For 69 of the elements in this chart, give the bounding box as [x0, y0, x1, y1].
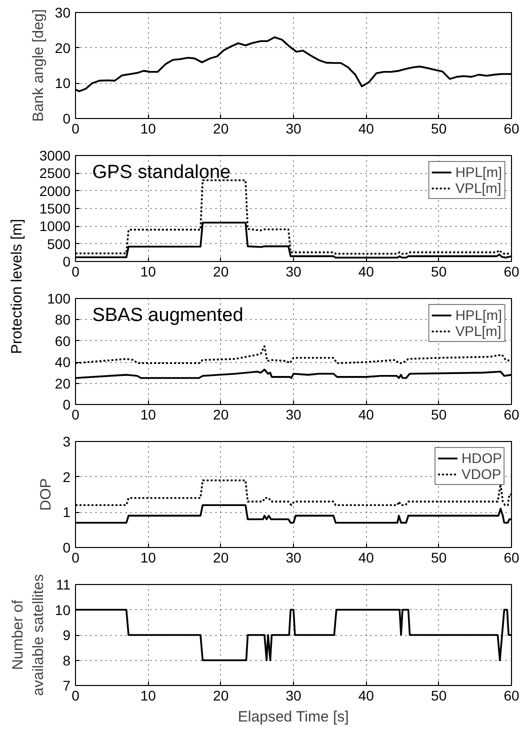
y-tick-label: 40: [54, 354, 71, 370]
y-tick-label: 3000: [39, 148, 71, 164]
x-tick-label: 40: [358, 120, 374, 136]
y-tick-label: 1000: [39, 218, 71, 234]
y-tick-label: 20: [54, 375, 71, 392]
y-tick-label: 1: [62, 504, 71, 520]
legend-label: HPL[m]: [455, 307, 502, 323]
y-tick-label: 9: [62, 627, 71, 643]
legend-label: HDOP: [462, 450, 502, 466]
x-tick-label: 20: [213, 120, 229, 136]
annotation: SBAS augmented: [92, 304, 244, 326]
y-tick-label: 100: [47, 290, 71, 306]
x-tick-label: 60: [504, 120, 520, 136]
y-tick-label: 60: [54, 332, 71, 349]
x-tick-label: 20: [213, 264, 229, 280]
y-tick-label: 8: [62, 652, 71, 668]
x-tick-label: 20: [213, 688, 229, 704]
y-tick-label: 0: [62, 254, 71, 270]
y-tick-label: 30: [54, 4, 71, 20]
x-tick-label: 60: [504, 688, 520, 704]
x-tick-label: 10: [140, 406, 156, 422]
x-tick-label: 30: [286, 550, 302, 566]
y-tick-label: 2500: [39, 165, 71, 182]
x-tick-label: 20: [213, 406, 229, 422]
x-tick-label: 20: [213, 550, 229, 566]
legend-label: VDOP: [462, 466, 502, 482]
y-tick-label: 10: [54, 75, 71, 92]
x-tick-label: 40: [358, 406, 374, 422]
annotation: GPS standalone: [92, 162, 231, 183]
y-axis-title: DOP: [38, 478, 55, 511]
x-axis-title: Elapsed Time [s]: [238, 708, 349, 726]
x-tick-label: 50: [431, 120, 447, 136]
x-tick-label: 30: [286, 264, 302, 280]
x-tick-label: 10: [140, 120, 156, 136]
legend-label: VPL[m]: [455, 323, 502, 339]
y-tick-label: 500: [47, 236, 71, 252]
x-tick-label: 50: [431, 406, 447, 422]
y-tick-label: 1500: [39, 200, 71, 216]
x-tick-label: 50: [431, 688, 447, 704]
y-axis-title: Number of available satellites: [10, 574, 47, 696]
x-tick-label: 30: [286, 688, 302, 704]
y-tick-label: 0: [62, 396, 71, 412]
x-tick-label: 60: [504, 264, 520, 280]
x-tick-label: 50: [431, 550, 447, 566]
x-tick-label: 30: [286, 406, 302, 422]
y-tick-label: 0: [62, 540, 71, 556]
legend-label: HPL[m]: [455, 164, 502, 180]
y-tick-label: 3: [62, 434, 71, 450]
x-tick-label: 40: [358, 688, 374, 704]
x-tick-label: 10: [140, 550, 156, 566]
y-axis-title: Protection levels [m]: [7, 218, 26, 354]
y-tick-label: 2000: [39, 182, 71, 199]
y-tick-label: 11: [56, 576, 71, 592]
y-tick-label: 0: [62, 110, 71, 126]
x-tick-label: 10: [140, 264, 156, 280]
x-tick-label: 40: [358, 264, 374, 280]
y-tick-label: 80: [54, 312, 71, 328]
x-tick-label: 10: [140, 688, 156, 704]
y-axis-title: Bank angle [deg]: [30, 9, 47, 122]
y-tick-label: 7: [62, 678, 71, 694]
x-tick-label: 50: [431, 264, 447, 280]
x-tick-label: 40: [358, 550, 374, 566]
y-tick-label: 10: [54, 602, 71, 618]
x-tick-label: 60: [504, 406, 520, 422]
legend-label: VPL[m]: [455, 180, 502, 196]
y-tick-label: 20: [54, 40, 71, 56]
y-tick-label: 2: [62, 468, 71, 485]
x-tick-label: 60: [504, 550, 520, 566]
x-tick-label: 30: [286, 120, 302, 136]
